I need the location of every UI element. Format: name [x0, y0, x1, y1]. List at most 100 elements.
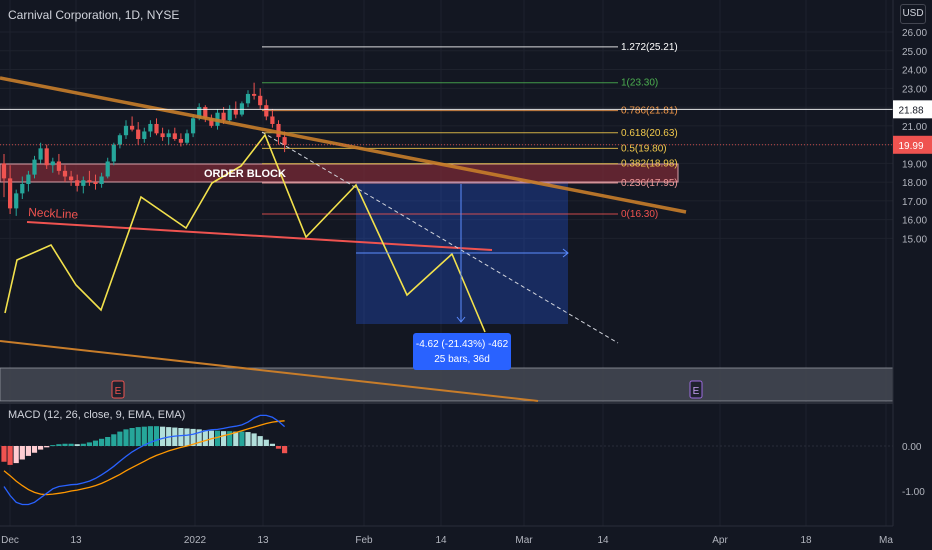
chart-title: Carnival Corporation, 1D, NYSE	[8, 8, 180, 22]
measure-change: -4.62 (-21.43%) -462	[415, 339, 509, 350]
candle-body	[8, 178, 13, 209]
order-block-label: ORDER BLOCK	[204, 168, 286, 180]
macd-line	[3, 414, 286, 506]
macd-histogram-bar	[275, 446, 282, 449]
candle-body	[172, 133, 177, 139]
fib-label: 1.272(25.21)	[621, 42, 678, 53]
y-tick-label: 18.00	[902, 178, 927, 189]
price-tag-label: 19.99	[898, 141, 923, 152]
candle-body	[148, 123, 153, 132]
macd-histogram-bar	[257, 436, 263, 446]
macd-histogram-bar	[172, 427, 178, 446]
candle-body	[233, 108, 238, 115]
macd-histogram-bar	[263, 439, 269, 446]
candle-body	[87, 180, 92, 183]
fib-label: 0(16.30)	[621, 209, 658, 220]
candle-body	[203, 107, 208, 119]
macd-histogram-bar	[282, 446, 288, 454]
price-tag	[893, 135, 932, 154]
measure-tooltip: -4.62 (-21.43%) -462 25 bars, 36d	[413, 333, 511, 370]
macd-histogram-bar	[86, 442, 92, 446]
candle-body	[270, 116, 275, 124]
earnings-marker	[111, 380, 125, 399]
macd-histogram-bar	[251, 433, 257, 446]
macd-histogram-bar	[221, 431, 227, 446]
macd-histogram-bar	[50, 445, 56, 447]
x-tick-label: 13	[70, 535, 82, 546]
candle-body	[14, 193, 19, 209]
macd-histogram-bar	[31, 446, 38, 453]
earnings-marker	[689, 380, 703, 399]
candle-body	[123, 125, 129, 136]
macd-histogram-bar	[135, 427, 141, 446]
macd-histogram-bar	[178, 428, 184, 446]
macd-histogram-bar	[184, 428, 190, 446]
y-tick-label: 16.00	[902, 216, 927, 227]
dashed-projection	[261, 131, 619, 344]
x-tick-label: Mar	[515, 535, 533, 546]
y-tick-label: 26.00	[902, 28, 927, 39]
fib-label: 0.382(18.98)	[621, 159, 678, 170]
candle-body	[178, 138, 183, 143]
price-tag-label: 21.88	[898, 105, 923, 116]
macd-histogram-bar	[25, 446, 31, 456]
macd-legend: MACD (12, 26, close, 9, EMA, EMA)	[8, 409, 186, 421]
candle-body	[227, 108, 232, 121]
candle-body	[20, 183, 25, 194]
candle-body	[209, 118, 214, 126]
candle-body	[99, 176, 104, 184]
macd-histogram-bar	[111, 434, 117, 446]
candle-body	[160, 133, 165, 138]
macd-histogram-bar	[123, 429, 129, 446]
macd-histogram-bar	[92, 440, 99, 446]
candle-body	[81, 180, 86, 186]
candle-body	[166, 133, 171, 138]
price-tag	[893, 100, 932, 119]
macd-histogram-bar	[38, 446, 44, 450]
candle-body	[245, 93, 251, 104]
earnings-label: E	[693, 386, 700, 397]
candle-body	[154, 123, 159, 134]
x-tick-label: Apr	[712, 535, 728, 546]
support-band[interactable]	[0, 367, 894, 402]
candle-body	[197, 107, 202, 119]
macd-histogram-bar	[153, 426, 160, 446]
candle-body	[264, 105, 269, 117]
candle-body	[1, 163, 7, 179]
x-tick-label: Dec	[1, 535, 19, 546]
macd-histogram-bar	[7, 446, 13, 465]
y-tick-label: 19.00	[902, 159, 927, 170]
macd-histogram-bar	[74, 444, 80, 446]
x-tick-label: 18	[800, 535, 812, 546]
candle-body	[111, 144, 116, 162]
macd-histogram-bar	[129, 428, 135, 446]
y-tick-label: 17.00	[902, 197, 927, 208]
x-tick-label: Feb	[355, 535, 373, 546]
macd-histogram-bar	[227, 431, 233, 446]
y-tick-label: 15.00	[902, 234, 927, 245]
macd-histogram-bar	[239, 431, 245, 446]
macd-histogram-bar	[1, 446, 7, 462]
candle-body	[117, 135, 122, 145]
currency-button[interactable]: USD	[900, 4, 926, 24]
macd-histogram-bar	[80, 443, 86, 446]
candle-body	[136, 129, 141, 139]
candle-body	[38, 148, 43, 160]
measure-v-arrow	[456, 316, 466, 323]
macd-tick-label: -1.00	[902, 487, 925, 498]
x-tick-label: Ma	[879, 535, 893, 546]
macd-histogram-bar	[141, 426, 147, 446]
candle-body	[191, 118, 196, 134]
earnings-label: E	[115, 386, 122, 397]
candle-body	[252, 93, 257, 96]
macd-histogram-bar	[117, 431, 123, 446]
y-tick-label: 23.00	[902, 84, 927, 95]
fib-label: 0.236(17.95)	[621, 178, 678, 189]
candle-body	[75, 180, 80, 186]
fib-label: 0.5(19.80)	[621, 143, 667, 154]
candle-body	[130, 125, 135, 130]
macd-tick-label: 0.00	[902, 442, 922, 453]
